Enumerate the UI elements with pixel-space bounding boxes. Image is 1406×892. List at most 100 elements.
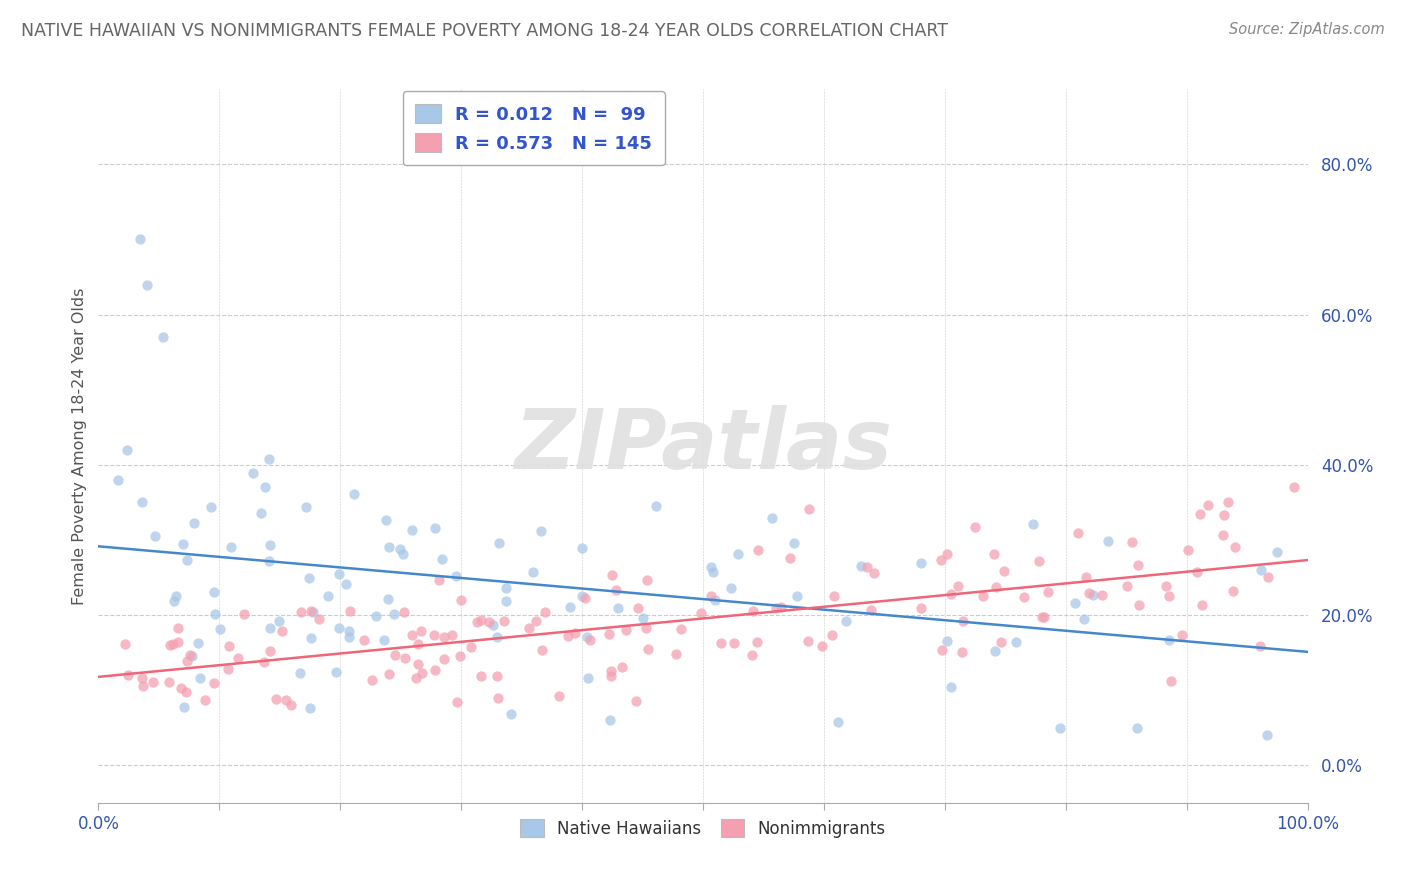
Point (495, 594, 517, 608)
Point (384, 648, 406, 662)
Point (990, 635, 1012, 649)
Point (835, 614, 858, 628)
Point (1021, 516, 1043, 531)
Point (931, 643, 953, 657)
Point (187, 635, 209, 649)
Point (176, 654, 198, 668)
Point (665, 647, 688, 661)
Point (600, 665, 623, 679)
Point (797, 633, 820, 648)
Point (163, 593, 186, 607)
Point (257, 554, 280, 568)
Point (1126, 558, 1149, 572)
Point (1154, 579, 1177, 593)
Point (1256, 728, 1278, 742)
Point (259, 644, 281, 658)
Point (131, 672, 153, 686)
Point (444, 568, 467, 582)
Point (259, 538, 281, 552)
Point (441, 628, 464, 642)
Point (1257, 570, 1279, 584)
Point (328, 566, 350, 581)
Point (560, 599, 582, 614)
Point (704, 593, 727, 607)
Point (1128, 599, 1150, 613)
Point (460, 640, 482, 654)
Point (107, 473, 129, 487)
Point (627, 601, 650, 615)
Point (226, 650, 249, 665)
Point (1187, 565, 1209, 579)
Point (1218, 495, 1240, 509)
Point (115, 442, 138, 457)
Point (470, 669, 492, 683)
Point (1049, 721, 1071, 735)
Point (910, 556, 932, 570)
Point (173, 700, 195, 714)
Point (761, 511, 783, 525)
Point (135, 277, 157, 292)
Point (524, 614, 547, 628)
Point (972, 589, 994, 603)
Point (1033, 609, 1056, 624)
Point (856, 560, 879, 574)
Point (131, 495, 153, 509)
Point (337, 630, 360, 644)
Point (339, 604, 361, 618)
Point (1171, 628, 1194, 642)
Point (1223, 540, 1246, 554)
Point (745, 635, 768, 649)
Point (450, 593, 472, 607)
Point (129, 232, 152, 246)
Point (571, 541, 593, 555)
Point (465, 615, 488, 629)
Point (290, 605, 312, 619)
Point (963, 519, 986, 533)
Point (423, 663, 446, 677)
Point (162, 637, 184, 651)
Point (1213, 508, 1236, 522)
Point (485, 668, 508, 682)
Point (910, 600, 932, 615)
Point (571, 590, 593, 604)
Text: NATIVE HAWAIIAN VS NONIMMIGRANTS FEMALE POVERTY AMONG 18-24 YEAR OLDS CORRELATIO: NATIVE HAWAIIAN VS NONIMMIGRANTS FEMALE … (21, 22, 948, 40)
Point (1063, 596, 1085, 610)
Point (1160, 673, 1182, 688)
Point (486, 690, 509, 705)
Point (271, 624, 294, 639)
Point (747, 543, 769, 558)
Point (250, 506, 273, 520)
Point (614, 623, 637, 637)
Point (797, 502, 820, 516)
Point (495, 581, 517, 595)
Point (217, 662, 239, 676)
Point (299, 604, 322, 618)
Point (1177, 542, 1199, 557)
Point (547, 689, 569, 703)
Point (375, 513, 398, 527)
Point (208, 622, 231, 636)
Point (267, 615, 290, 629)
Point (218, 639, 240, 653)
Point (710, 636, 733, 650)
Point (446, 695, 468, 709)
Point (200, 500, 222, 515)
Point (1091, 588, 1114, 602)
Point (165, 589, 187, 603)
Point (325, 665, 347, 679)
Point (1074, 569, 1097, 583)
Point (557, 629, 579, 643)
Point (174, 685, 197, 699)
Point (328, 621, 350, 635)
Point (624, 694, 647, 708)
Point (449, 649, 471, 664)
Point (401, 628, 423, 642)
Point (1212, 528, 1234, 542)
Point (823, 589, 845, 603)
Point (478, 615, 501, 629)
Point (377, 592, 399, 607)
Point (298, 571, 321, 585)
Y-axis label: Female Poverty Among 18-24 Year Olds: Female Poverty Among 18-24 Year Olds (72, 287, 87, 605)
Point (700, 559, 723, 574)
Point (405, 671, 427, 685)
